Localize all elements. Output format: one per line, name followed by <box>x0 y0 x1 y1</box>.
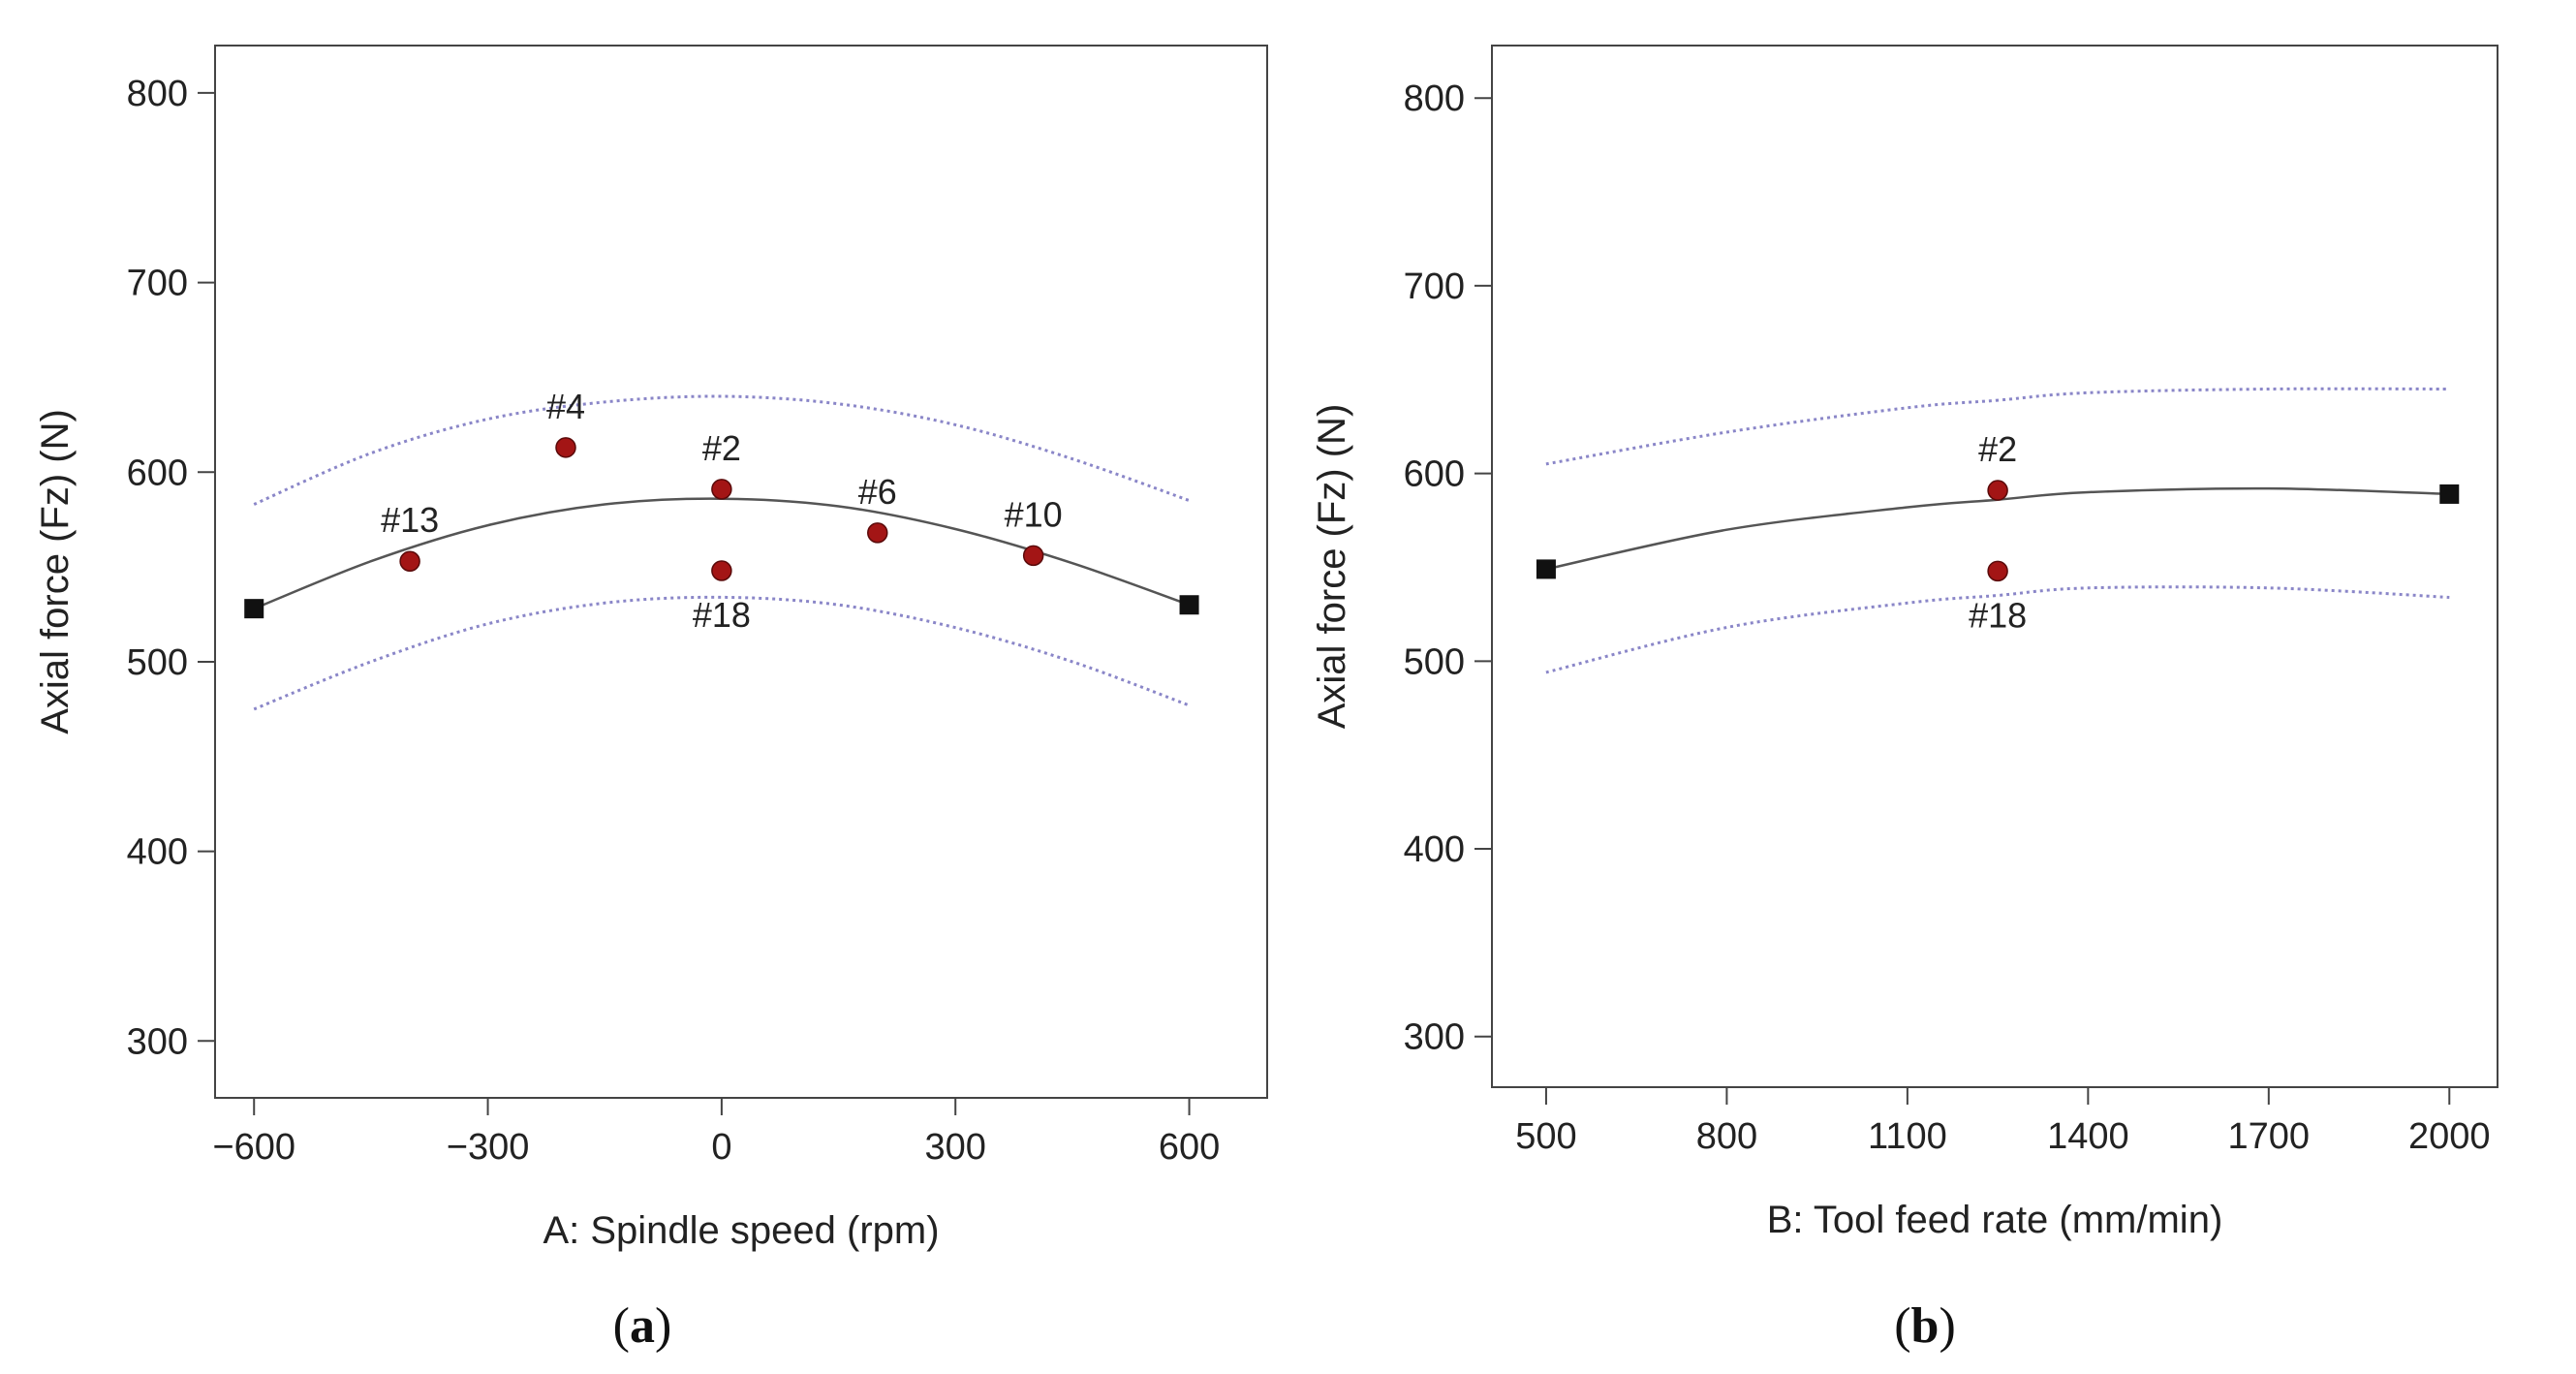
x-tick-label: −600 <box>212 1127 295 1168</box>
y-tick-label: 800 <box>1404 78 1465 119</box>
x-tick-label: −300 <box>447 1127 530 1168</box>
ci-lower-line <box>253 595 1191 711</box>
design-point <box>1987 560 2008 582</box>
y-tick-label: 300 <box>1404 1017 1465 1058</box>
point-label: #4 <box>546 387 585 426</box>
design-point <box>1987 480 2008 501</box>
panel-label: (a) <box>613 1298 672 1354</box>
point-label: #2 <box>702 428 741 468</box>
x-tick-label: 300 <box>925 1127 986 1168</box>
panel-label: (b) <box>1894 1298 1956 1354</box>
ci-upper-line <box>1545 387 2450 466</box>
y-axis-title: Axial force (Fz) (N) <box>34 409 77 734</box>
point-label: #6 <box>858 472 897 512</box>
x-axis-title: A: Spindle speed (rpm) <box>543 1209 939 1252</box>
y-tick-label: 800 <box>127 74 188 114</box>
y-tick-label: 500 <box>127 642 188 683</box>
x-tick-label: 800 <box>1696 1116 1757 1157</box>
chart-panel-a: 300 400 500 600 700 800 −600 −300 0 300 600 A: Spin… <box>34 45 1268 1354</box>
point-label: #18 <box>1969 595 2027 635</box>
design-point <box>711 479 732 500</box>
design-point <box>555 437 576 458</box>
point-label: #2 <box>1978 429 2017 469</box>
x-tick-label: 600 <box>1159 1127 1220 1168</box>
y-tick-label: 300 <box>127 1021 188 1062</box>
x-tick-label: 1700 <box>2228 1116 2311 1157</box>
y-axis-title: Axial force (Fz) (N) <box>1311 404 1353 730</box>
plot-frame <box>1491 45 2498 1088</box>
chart-panel-b: 300 400 500 600 700 800 500 800 1100 1400 1700 2000… <box>1311 45 2498 1354</box>
x-tick-label: 1100 <box>1868 1116 1947 1157</box>
y-tick-label: 700 <box>1404 266 1465 307</box>
x-tick-label: 1400 <box>2047 1116 2129 1157</box>
endpoint-marker <box>2439 484 2460 504</box>
endpoint-marker <box>1179 595 1199 615</box>
endpoint-marker <box>244 599 264 619</box>
y-tick-label: 400 <box>127 832 188 873</box>
point-label: #10 <box>1005 494 1063 534</box>
y-tick-label: 400 <box>1404 829 1465 870</box>
design-point <box>1022 545 1044 567</box>
y-tick-label: 600 <box>1404 454 1465 495</box>
point-label: #13 <box>381 500 439 540</box>
point-label: #18 <box>693 595 751 635</box>
x-tick-label: 2000 <box>2408 1116 2491 1157</box>
x-tick-label: 0 <box>711 1127 731 1168</box>
plot-frame <box>214 45 1268 1099</box>
y-tick-label: 700 <box>127 264 188 304</box>
y-tick-label: 600 <box>127 453 188 493</box>
x-tick-label: 500 <box>1515 1116 1576 1157</box>
endpoint-marker <box>1536 559 1556 579</box>
y-tick-label: 500 <box>1404 641 1465 682</box>
x-axis-title: B: Tool feed rate (mm/min) <box>1767 1199 2223 1241</box>
ci-upper-line <box>253 394 1191 506</box>
ci-lower-line <box>1545 585 2450 674</box>
design-point <box>399 550 420 572</box>
design-point <box>711 560 732 581</box>
design-point <box>867 522 888 544</box>
